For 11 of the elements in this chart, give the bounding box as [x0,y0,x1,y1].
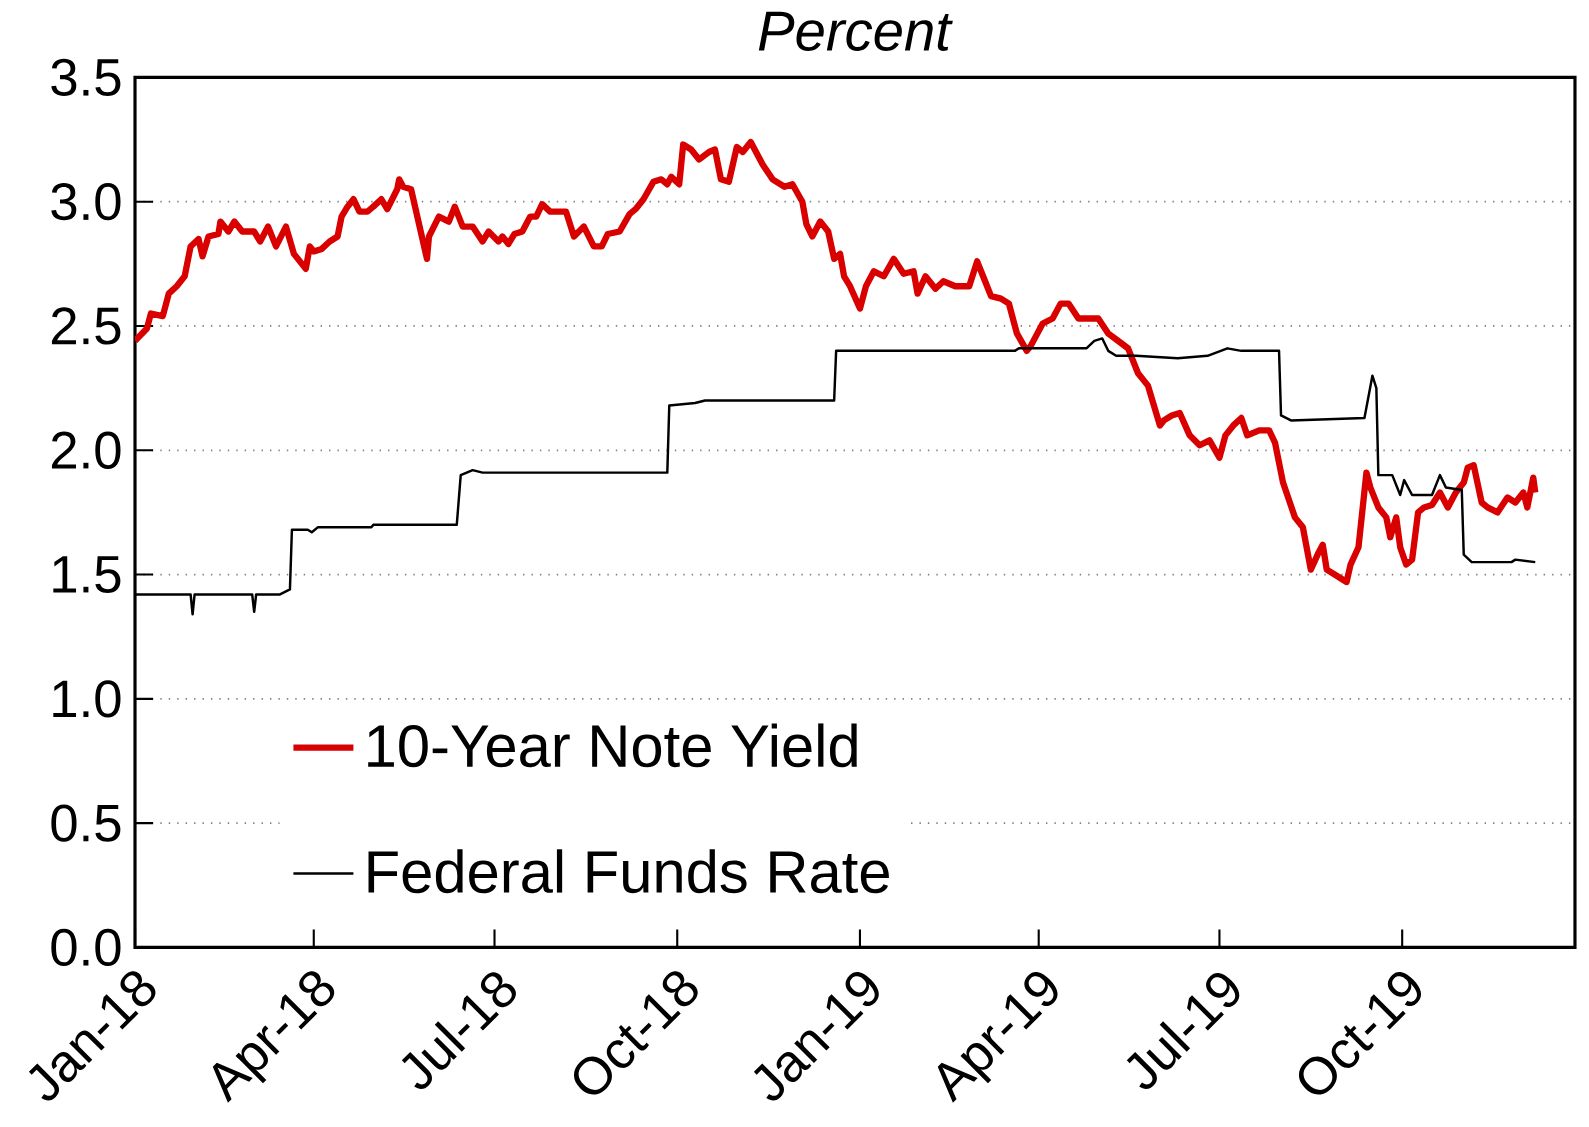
y-tick-label: 0.5 [51,804,121,842]
legend-label: 10-Year Note Yield [368,723,857,768]
y-tick-label: 0.0 [51,928,121,966]
y-tick-label: 3.5 [51,58,121,96]
y-tick-label: 3.0 [51,182,121,221]
chart-title: Percent [758,11,953,51]
y-tick-label: 2.0 [51,431,121,469]
legend-label: Federal Funds Rate [368,849,889,894]
y-tick-label: 2.5 [51,307,121,345]
y-tick-label: 1.5 [53,556,121,593]
y-tick-label: 1.0 [53,680,121,718]
